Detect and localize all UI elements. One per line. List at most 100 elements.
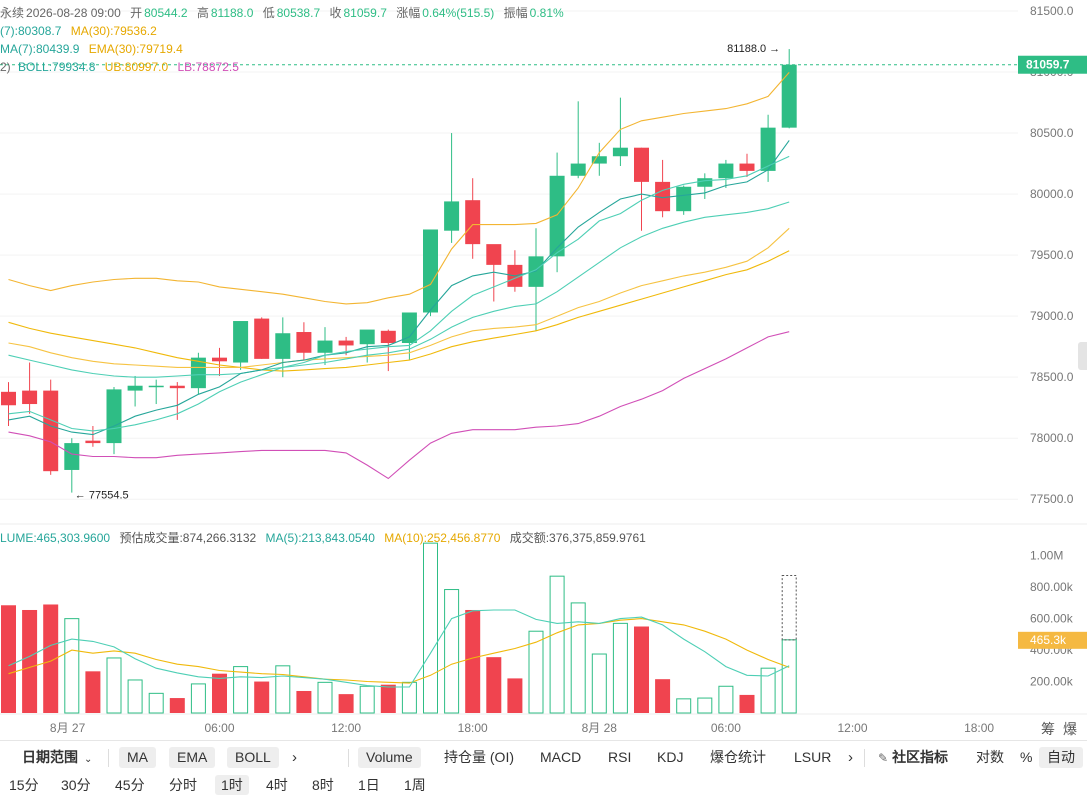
price-tick-label: 81500.0 [1030, 4, 1074, 18]
date-range-label: 日期范围 [22, 749, 78, 765]
toolbar-divider [864, 749, 865, 767]
volume-tick-label: 800.00k [1030, 580, 1074, 594]
timeframe-4时[interactable]: 4时 [266, 777, 288, 793]
volume-bar [444, 589, 460, 714]
volume-tick-label: 600.00k [1030, 612, 1074, 626]
ma7-line [8, 155, 790, 432]
candle-body [233, 321, 249, 363]
log-scale-toggle[interactable]: 对数 [976, 749, 1004, 765]
candle-body [401, 312, 417, 344]
side-panel-toggle[interactable] [1078, 342, 1087, 370]
community-indicators-button[interactable]: ✎ 社区指标 [870, 747, 956, 768]
volume-bar [212, 673, 227, 713]
candle-body [781, 64, 797, 128]
community-indicators-label: 社区指标 [892, 749, 949, 765]
price-tick-label: 79000.0 [1030, 309, 1074, 323]
date-range-button[interactable]: 日期范围 ⌄ [14, 747, 100, 768]
candle-body [760, 127, 776, 171]
candle-body [591, 156, 607, 164]
volume-bar [739, 694, 755, 713]
candle-body [148, 385, 164, 388]
candle-body [697, 178, 713, 187]
boll-params: 2) [0, 60, 11, 74]
more-indicators-arrow-icon[interactable]: › [848, 749, 853, 766]
predicted-volume: 预估成交量:874,266.3132 [119, 531, 257, 545]
low-value: 80538.7 [276, 6, 321, 20]
volume-bar [612, 622, 628, 714]
ema7-line [8, 140, 790, 436]
kline-chart[interactable]: 81500.081000.080500.080000.079500.079000… [0, 0, 1087, 740]
auto-scale-toggle[interactable]: 自动 [1039, 747, 1083, 768]
volume-bar [528, 630, 544, 714]
volume-bar [401, 681, 417, 714]
volume-toggle[interactable]: Volume [358, 747, 421, 768]
amplitude-value: 0.81% [529, 6, 564, 20]
time-tick-label: 06:00 [204, 721, 234, 735]
volume-bar [233, 666, 249, 714]
price-tick-label: 79500.0 [1030, 248, 1074, 262]
ma-toggle[interactable]: MA [119, 747, 156, 768]
high-label: 高 [196, 6, 209, 20]
volume-tick-label: 200.00k [1030, 675, 1074, 689]
more-overlays-arrow-icon[interactable]: › [292, 749, 297, 766]
liquidation-stats-tab[interactable]: 爆仓统计 [710, 749, 766, 765]
chart-annotations: 81059.7 465.3k 81188.0 → ← 77554.5 [0, 43, 1087, 649]
change-label: 涨幅 [396, 6, 421, 20]
timeframe-15分[interactable]: 15分 [9, 777, 39, 793]
volume-bar [718, 685, 734, 714]
volume-bar [106, 657, 122, 714]
timeframe-45分[interactable]: 45分 [115, 777, 145, 793]
timeframe-分时[interactable]: 分时 [169, 777, 197, 793]
macd-tab[interactable]: MACD [540, 749, 582, 765]
lsur-tab[interactable]: LSUR [794, 749, 832, 765]
candle-body [317, 340, 333, 353]
volume-series [1, 542, 797, 714]
low-annotation: ← 77554.5 [75, 490, 129, 502]
time-tick-label: 06:00 [711, 721, 741, 735]
candle-body [549, 175, 565, 257]
volume-bar [634, 626, 649, 713]
timeframe-1日[interactable]: 1日 [358, 777, 380, 793]
current-price-label: 81059.7 [1026, 58, 1070, 72]
volume-legend: LUME:465,303.9600 预估成交量:874,266.3132 MA(… [0, 531, 652, 545]
corner-icon: 筹 [1041, 721, 1055, 738]
volume-value: LUME:465,303.9600 [0, 531, 111, 545]
candle-body [486, 244, 502, 265]
candle-body [64, 443, 80, 470]
percent-scale-toggle[interactable]: % [1020, 749, 1033, 765]
volume-bar [591, 653, 607, 714]
candle-body [275, 333, 291, 359]
volume-bar [380, 684, 396, 713]
kdj-tab[interactable]: KDJ [657, 749, 684, 765]
candle-body [22, 390, 38, 405]
timeframe-1周[interactable]: 1周 [404, 777, 426, 793]
volume-bar [760, 667, 776, 714]
boll-toggle[interactable]: BOLL [227, 747, 279, 768]
volume-bar [655, 679, 671, 713]
candle-body [85, 440, 101, 444]
open-interest-tab[interactable]: 持仓量 (OI) [444, 749, 514, 765]
ema-toggle[interactable]: EMA [169, 747, 216, 768]
candle-body [338, 340, 354, 346]
volume-bar [486, 657, 502, 713]
volume-bar [697, 697, 713, 714]
ema7-value: MA(7):80439.9 [0, 42, 80, 56]
ma7-value: (7):80308.7 [0, 24, 62, 38]
volume-ma5-line [8, 609, 790, 688]
volume-bar [338, 694, 354, 713]
time-tick-label: 18:00 [964, 721, 994, 735]
timeframe-8时[interactable]: 8时 [312, 777, 334, 793]
indicator-lines [8, 72, 790, 480]
timeframe-30分[interactable]: 30分 [61, 777, 91, 793]
volume-bar [676, 698, 692, 714]
timeframe-1时[interactable]: 1时 [215, 775, 249, 795]
high-value: 81188.0 [210, 6, 254, 20]
volume-bar [190, 683, 206, 714]
boll-lower-line [8, 331, 790, 480]
change-value: 0.64%(515.5) [422, 6, 495, 20]
volume-bar [570, 602, 586, 714]
boll-value: BOLL:79934.8 [18, 60, 96, 74]
rsi-tab[interactable]: RSI [608, 749, 632, 765]
ohlc-legend: 永续 2026-08-28 09:00 开 80544.2 高 81188.0 低 80… [0, 6, 570, 20]
boll-upper-line [8, 72, 790, 305]
